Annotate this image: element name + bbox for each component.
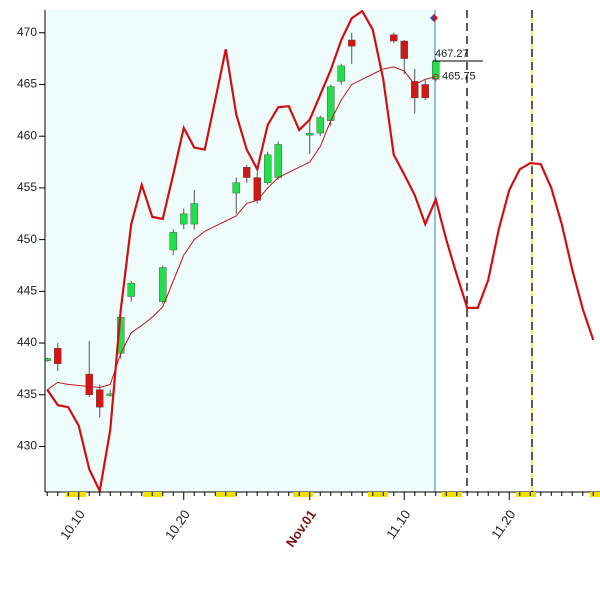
candle-body: [180, 213, 188, 225]
x-tick-label: Nov.01: [283, 507, 319, 550]
candle-body: [243, 167, 251, 178]
candle-body: [85, 373, 93, 395]
candle-body: [316, 117, 324, 134]
candle-body: [348, 39, 356, 47]
x-tick-label: 11.10: [383, 507, 413, 541]
candle-body: [127, 282, 135, 297]
line: [46, 10, 595, 492]
y-tick-label: 470: [17, 25, 37, 39]
y-tick-label: 460: [17, 128, 37, 142]
candle-body: [400, 40, 408, 59]
price-marker: [432, 73, 439, 80]
candle-body: [159, 267, 167, 302]
candle-body: [274, 144, 282, 178]
candle-body: [232, 182, 240, 194]
y-tick-label: 440: [17, 335, 37, 349]
y-tick-label: 455: [17, 180, 37, 194]
candle-body: [421, 84, 429, 99]
candle-body: [264, 154, 272, 183]
candle-body: [190, 203, 198, 225]
candle-body: [96, 389, 104, 408]
marker: [430, 14, 434, 22]
marker: [434, 14, 438, 22]
candle-body: [169, 232, 177, 251]
candle-body: [54, 348, 62, 364]
y-tick-label: 430: [17, 439, 37, 453]
price-label: 467.27: [435, 48, 469, 60]
y-tick-label: 450: [17, 232, 37, 246]
x-tick-label: 10.20: [162, 507, 193, 542]
candle-body: [337, 65, 345, 82]
data-layer: [45, 10, 595, 492]
y-tick-label: 435: [17, 387, 37, 401]
candle-body: [390, 34, 398, 42]
candle-body: [411, 81, 419, 99]
x-tick-label: 10.10: [57, 507, 88, 542]
y-tick-label: 465: [17, 77, 37, 91]
line: [46, 66, 436, 391]
y-tick-label: 445: [17, 284, 37, 298]
price-label: 465.75: [442, 71, 476, 83]
candle-body: [306, 132, 314, 136]
history-background: [45, 10, 435, 492]
candle-body: [45, 358, 51, 361]
x-tick-label: 11.20: [488, 507, 518, 541]
